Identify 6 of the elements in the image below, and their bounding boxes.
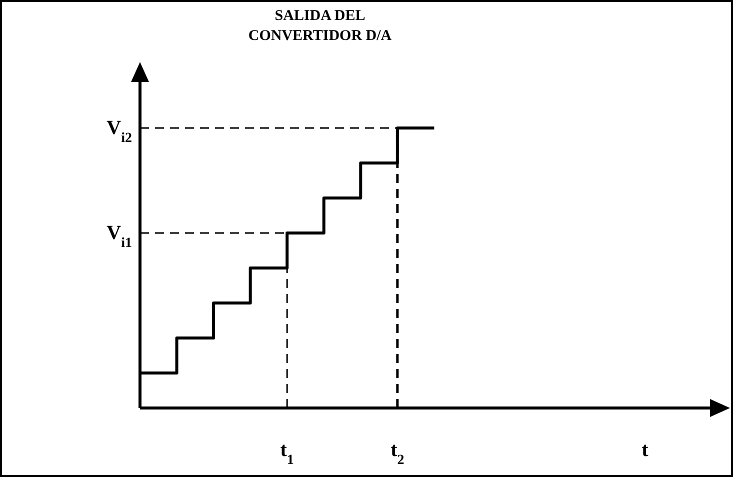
x-axis-title: t	[642, 439, 649, 461]
x-tick-label: t$_{1}$	[280, 439, 294, 468]
ref-line-label: V$_{i2}$	[106, 117, 132, 146]
ref-line-label: V$_{i1}$	[106, 222, 132, 250]
chart-title: SALIDA DEL CONVERTIDOR D/A	[248, 8, 392, 44]
x-tick-label: t$_{2}$	[390, 439, 404, 468]
